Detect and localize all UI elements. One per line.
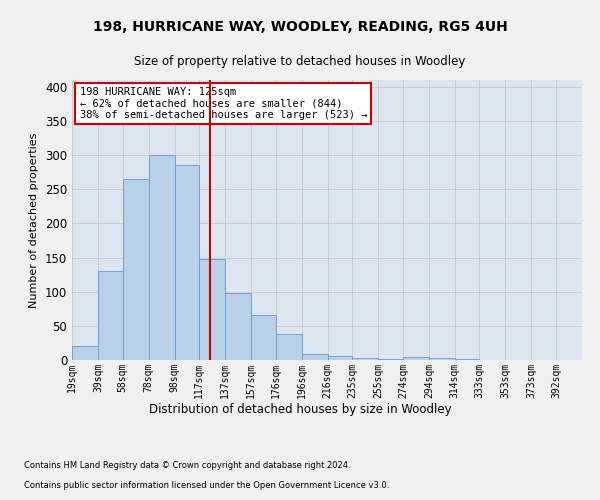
Text: Distribution of detached houses by size in Woodley: Distribution of detached houses by size …: [149, 402, 451, 415]
Bar: [98, 271, 122, 360]
Text: Contains public sector information licensed under the Open Government Licence v3: Contains public sector information licen…: [24, 481, 389, 490]
Text: Size of property relative to detached houses in Woodley: Size of property relative to detached ho…: [134, 55, 466, 68]
Bar: [199, 259, 225, 360]
Bar: [302, 354, 328, 360]
Bar: [72, 346, 98, 360]
Bar: [429, 358, 455, 360]
Bar: [352, 358, 378, 360]
Bar: [251, 315, 276, 360]
Bar: [328, 356, 352, 360]
Bar: [122, 179, 149, 360]
Bar: [175, 166, 199, 360]
Bar: [225, 293, 251, 360]
Bar: [276, 334, 302, 360]
Bar: [149, 155, 175, 360]
Bar: [403, 356, 429, 360]
Text: Contains HM Land Registry data © Crown copyright and database right 2024.: Contains HM Land Registry data © Crown c…: [24, 461, 350, 470]
Text: 198 HURRICANE WAY: 125sqm
← 62% of detached houses are smaller (844)
38% of semi: 198 HURRICANE WAY: 125sqm ← 62% of detac…: [80, 87, 367, 120]
Text: 198, HURRICANE WAY, WOODLEY, READING, RG5 4UH: 198, HURRICANE WAY, WOODLEY, READING, RG…: [92, 20, 508, 34]
Y-axis label: Number of detached properties: Number of detached properties: [29, 132, 40, 308]
